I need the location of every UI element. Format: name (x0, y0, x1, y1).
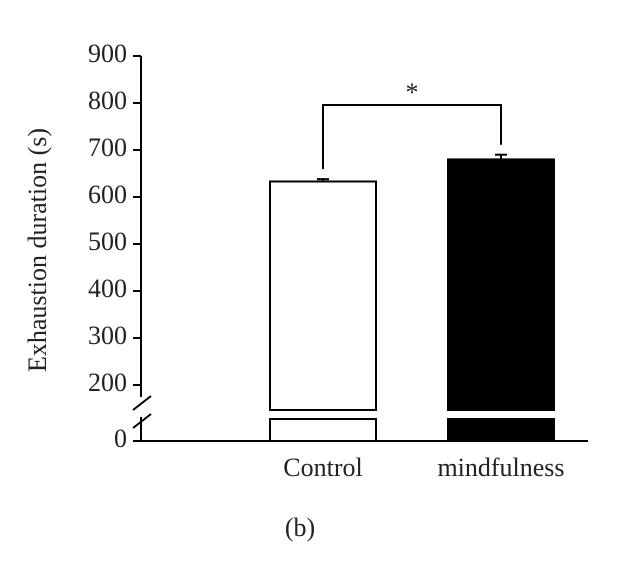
y-tick-label: 800 (88, 86, 127, 115)
y-tick-label: 300 (88, 321, 127, 350)
bar (269, 180, 377, 411)
bar-lower (269, 418, 377, 442)
axis-break (132, 395, 152, 411)
bar (447, 158, 555, 411)
y-tick-label: 200 (88, 368, 127, 397)
axis-break (132, 413, 152, 429)
y-tick-label: 400 (88, 274, 127, 303)
y-tick-label: 900 (88, 39, 127, 68)
significance-marker: * (406, 78, 419, 107)
y-tick-label: 700 (88, 133, 127, 162)
y-tick-label: 0 (114, 424, 127, 453)
bar-lower (447, 418, 555, 442)
significance-bracket (322, 104, 502, 170)
x-tick-label: Control (283, 453, 362, 482)
y-axis-label: Exhaustion duration (s) (23, 128, 52, 372)
panel-label: (b) (285, 513, 315, 542)
x-tick-label: mindfulness (437, 453, 564, 482)
y-tick-label: 600 (88, 180, 127, 209)
y-tick-label: 500 (88, 227, 127, 256)
